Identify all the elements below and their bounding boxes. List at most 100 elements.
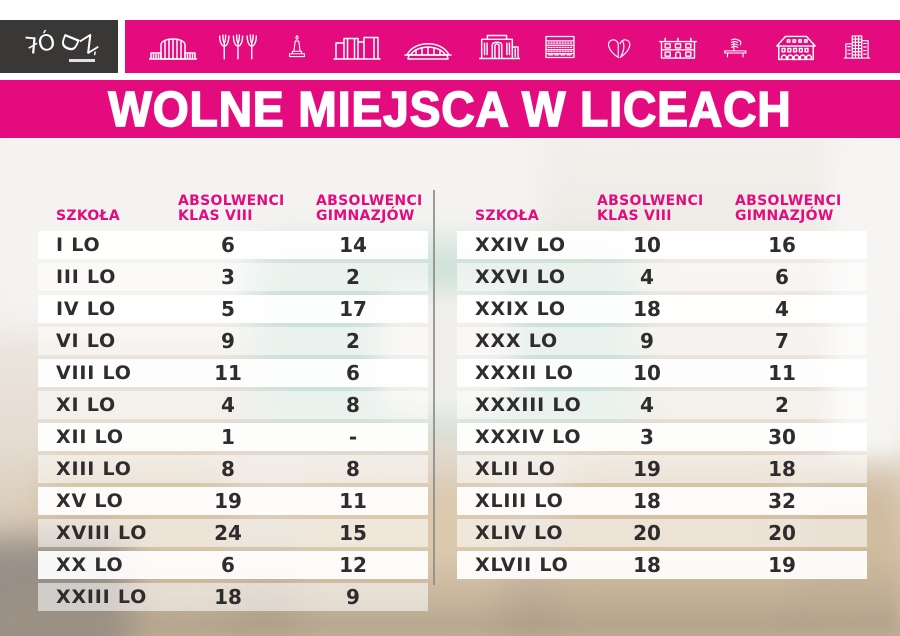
bench-monument-icon: [724, 38, 747, 57]
gimnazjow-cell: 15: [339, 521, 367, 545]
school-cell: III LO: [56, 266, 117, 288]
column-header-klas-viii: ABSOLWENCI KLAS VIII: [597, 194, 735, 224]
klas-viii-cell: 18: [633, 297, 661, 321]
gimnazjow-cell: 6: [775, 265, 789, 289]
gimnazjow-cell: 2: [775, 393, 789, 417]
school-cell: XVIII LO: [56, 522, 148, 544]
page-title: WOLNE MIEJSCA W LICEACH: [108, 81, 792, 138]
right-table-header: SZKOŁA ABSOLWENCI KLAS VIII ABSOLWENCI G…: [457, 170, 867, 231]
school-cell: XXX LO: [475, 330, 558, 352]
gimnazjow-cell: 19: [768, 553, 796, 577]
school-cell: XLII LO: [475, 458, 556, 480]
klas-viii-cell: 4: [640, 265, 654, 289]
column-header-school: SZKOŁA: [56, 208, 120, 224]
klas-viii-cell: 6: [221, 553, 235, 577]
klas-viii-cell: 24: [214, 521, 242, 545]
klas-viii-cell: 11: [214, 361, 242, 385]
table-row: XXX LO 9 7: [457, 327, 867, 355]
klas-viii-cell: 3: [640, 425, 654, 449]
gimnazjow-cell: 2: [346, 265, 360, 289]
office-building-icon: [843, 34, 871, 59]
table-row: XV LO 19 11: [38, 487, 428, 515]
villa-icon: [775, 35, 816, 60]
lodz-logo-letters: Ł Ó D Ź: [21, 28, 101, 59]
table-row: VI LO 9 2: [38, 327, 428, 355]
table-row: XXXIV LO 3 30: [457, 423, 867, 451]
table-row: XXXII LO 10 11: [457, 359, 867, 387]
klas-viii-cell: 18: [633, 489, 661, 513]
table-row: XVIII LO 24 15: [38, 519, 428, 547]
klas-viii-cell: 6: [221, 233, 235, 257]
table-row: XLIII LO 18 32: [457, 487, 867, 515]
right-table-body: XXIV LO 10 16 XXVI LO 4 6 XXIX LO 18 4 X…: [457, 231, 867, 579]
gimnazjow-cell: 11: [339, 489, 367, 513]
klas-viii-cell: 10: [633, 361, 661, 385]
school-cell: IV LO: [56, 298, 116, 320]
left-table-header: SZKOŁA ABSOLWENCI KLAS VIII ABSOLWENCI G…: [38, 170, 428, 231]
klas-viii-cell: 20: [633, 521, 661, 545]
gimnazjow-cell: 20: [768, 521, 796, 545]
column-header-line: GIMNAZJÓW: [316, 208, 415, 224]
klas-viii-cell: 19: [633, 457, 661, 481]
gimnazjow-cell: 7: [775, 329, 789, 353]
logo-subtext-mark: [69, 59, 95, 62]
gimnazjow-cell: 9: [346, 585, 360, 609]
school-cell: I LO: [56, 234, 101, 256]
gimnazjow-cell: 17: [339, 297, 367, 321]
table-row: XLIV LO 20 20: [457, 519, 867, 547]
table-row: XX LO 6 12: [38, 551, 428, 579]
table-row: IV LO 5 17: [38, 295, 428, 323]
school-cell: XXXIII LO: [475, 394, 582, 416]
school-cell: XLIII LO: [475, 490, 564, 512]
klas-viii-cell: 1: [221, 425, 235, 449]
column-header-school: SZKOŁA: [475, 208, 539, 224]
school-cell: XXXII LO: [475, 362, 574, 384]
klas-viii-cell: 18: [633, 553, 661, 577]
school-cell: XIII LO: [56, 458, 132, 480]
gimnazjow-cell: 32: [768, 489, 796, 513]
lodz-logo: Ł Ó D Ź: [0, 20, 118, 73]
industrial-blocks-icon: [333, 36, 381, 60]
school-cell: XLVII LO: [475, 554, 569, 576]
landmarks-icon-bar: [125, 20, 900, 73]
gimnazjow-cell: -: [348, 425, 358, 449]
school-cell: XII LO: [56, 426, 124, 448]
klas-viii-cell: 19: [214, 489, 242, 513]
left-table: SZKOŁA ABSOLWENCI KLAS VIII ABSOLWENCI G…: [38, 170, 428, 615]
gimnazjow-cell: 11: [768, 361, 796, 385]
klas-viii-cell: 3: [221, 265, 235, 289]
gimnazjow-cell: 2: [346, 329, 360, 353]
table-row: I LO 6 14: [38, 231, 428, 259]
column-header-gimnazjow: ABSOLWENCI GIMNAZJÓW: [735, 194, 867, 224]
klas-viii-cell: 8: [221, 457, 235, 481]
heart-icon: [607, 38, 630, 58]
column-header-line: ABSOLWENCI: [316, 193, 423, 209]
school-cell: XXIV LO: [475, 234, 566, 256]
gimnazjow-cell: 8: [346, 393, 360, 417]
table-row: XXIII LO 18 9: [38, 583, 428, 611]
school-cell: XI LO: [56, 394, 116, 416]
gimnazjow-cell: 16: [768, 233, 796, 257]
school-cell: XXVI LO: [475, 266, 566, 288]
school-cell: XLIV LO: [475, 522, 564, 544]
column-header-gimnazjow: ABSOLWENCI GIMNAZJÓW: [316, 194, 428, 224]
gimnazjow-cell: 8: [346, 457, 360, 481]
table-row: XLII LO 19 18: [457, 455, 867, 483]
arena-icon: [404, 42, 453, 60]
column-header-line: KLAS VIII: [178, 208, 253, 224]
klas-viii-cell: 10: [633, 233, 661, 257]
table-divider: [433, 190, 435, 585]
gate-building-icon: [478, 34, 520, 59]
palm-arches-icon: [219, 33, 258, 60]
school-cell: XX LO: [56, 554, 124, 576]
table-row: XI LO 4 8: [38, 391, 428, 419]
gimnazjow-cell: 30: [768, 425, 796, 449]
gimnazjow-cell: 18: [768, 457, 796, 481]
table-row: VIII LO 11 6: [38, 359, 428, 387]
table-row: XIII LO 8 8: [38, 455, 428, 483]
monument-icon: [288, 34, 305, 57]
column-header-line: KLAS VIII: [597, 208, 672, 224]
klas-viii-cell: 18: [214, 585, 242, 609]
school-cell: XV LO: [56, 490, 124, 512]
